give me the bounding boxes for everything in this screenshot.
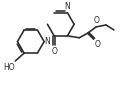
- Text: O: O: [95, 40, 101, 49]
- Text: O: O: [93, 16, 99, 25]
- Text: N: N: [65, 2, 70, 11]
- Text: N: N: [45, 37, 50, 46]
- Text: HO: HO: [3, 62, 15, 72]
- Text: O: O: [51, 47, 57, 56]
